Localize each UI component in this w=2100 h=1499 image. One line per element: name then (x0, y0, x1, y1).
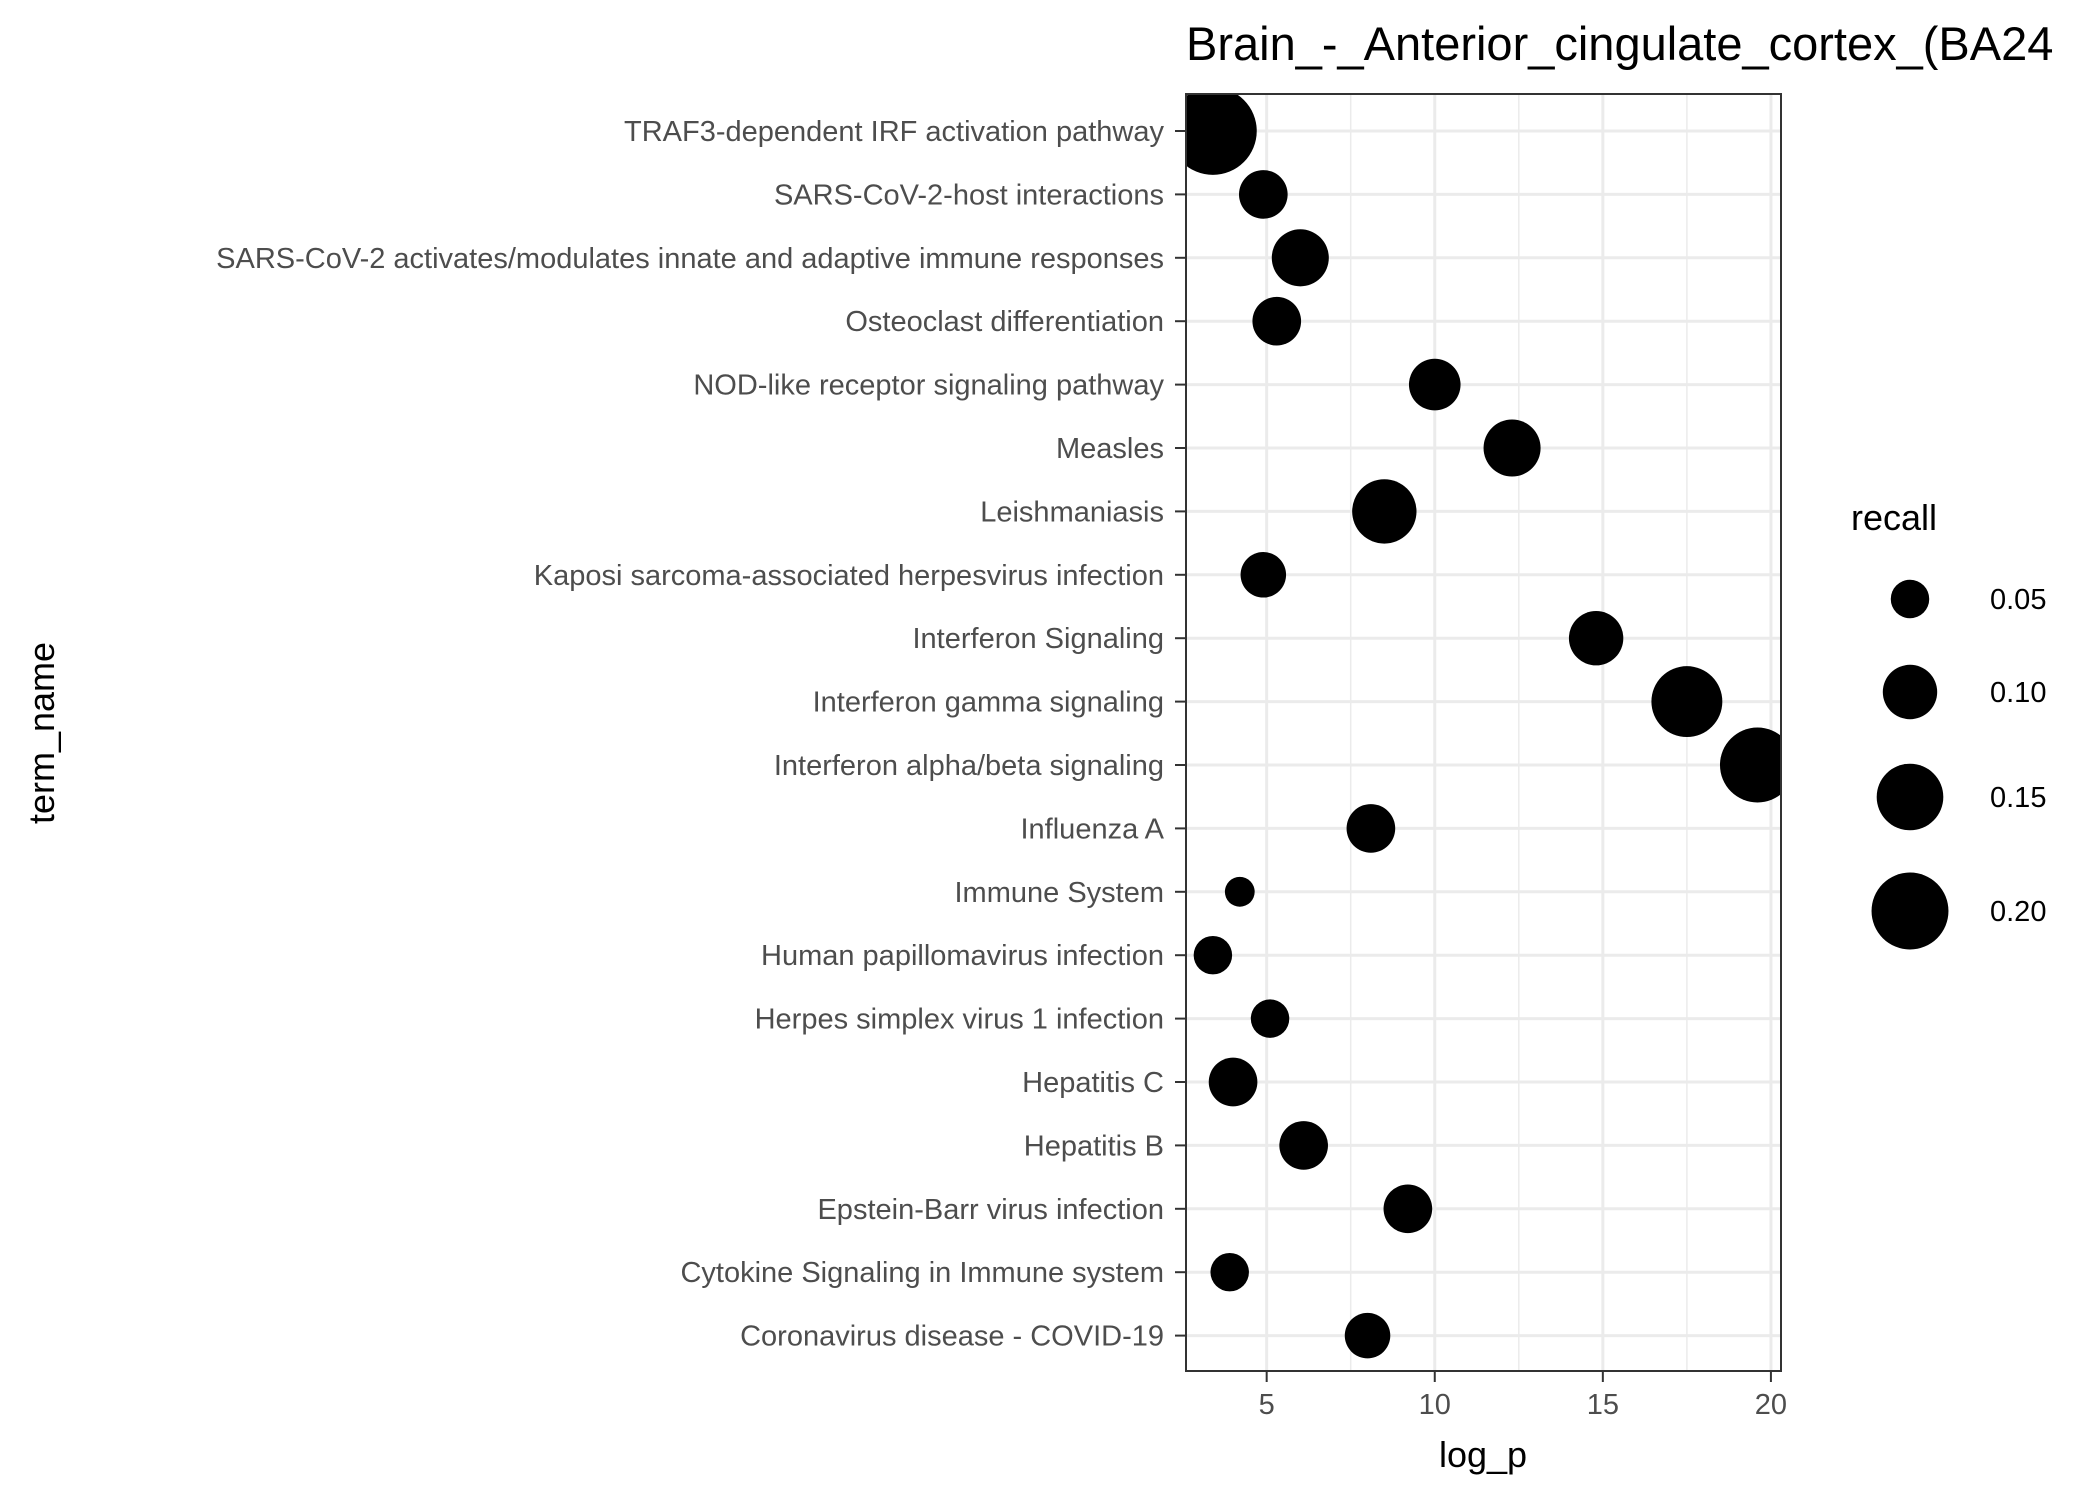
y-tick-label: Human papillomavirus infection (761, 940, 1164, 972)
y-tick-label: SARS-CoV-2 activates/modulates innate an… (216, 243, 1164, 275)
y-tick-label: Interferon gamma signaling (813, 687, 1164, 719)
data-point (1651, 666, 1723, 738)
y-tick-label: Epstein-Barr virus infection (817, 1194, 1164, 1226)
x-axis-title: log_p (1439, 1434, 1527, 1475)
y-tick-label: SARS-CoV-2-host interactions (774, 179, 1164, 211)
x-tick-label: 5 (1259, 1389, 1275, 1421)
y-tick-label: Interferon alpha/beta signaling (774, 750, 1164, 782)
data-point (1352, 479, 1417, 544)
legend-key (1871, 872, 1949, 950)
legend-items: 0.05 0.10 0.15 0.20 (1871, 579, 2046, 950)
axes: TRAF3-dependent IRF activation pathway SA… (216, 116, 1787, 1421)
data-point (1238, 170, 1288, 219)
y-tick-label: Leishmaniasis (980, 496, 1164, 528)
panel-border (1185, 93, 1782, 1372)
chart-title: Brain_-_Anterior_cingulate_cortex_(BA24 (1186, 17, 2053, 70)
data-point (1483, 419, 1541, 477)
data-point (1346, 804, 1396, 853)
data-point (1408, 358, 1461, 411)
data-point (1252, 296, 1302, 346)
x-tick-label: 15 (1587, 1389, 1619, 1421)
y-tick-label: Kaposi sarcoma-associated herpesvirus in… (534, 560, 1164, 592)
legend-key (1890, 579, 1930, 619)
y-tick-label: NOD-like receptor signaling pathway (693, 370, 1164, 402)
y-tick-label: Cytokine Signaling in Immune system (680, 1257, 1164, 1289)
y-tick-label: TRAF3-dependent IRF activation pathway (624, 116, 1164, 148)
y-tick-label: Coronavirus disease - COVID-19 (740, 1321, 1164, 1353)
data-point (1208, 1057, 1258, 1107)
legend-label: 0.20 (1990, 896, 2046, 928)
data-point (1240, 552, 1287, 598)
legend-key (1876, 763, 1944, 831)
legend: recall 0.05 0.10 0.15 0.20 (1851, 497, 2046, 950)
legend-key (1882, 664, 1938, 720)
legend-label: 0.05 (1990, 584, 2046, 616)
data-point (1271, 229, 1329, 287)
x-tick-label: 10 (1419, 1389, 1451, 1421)
y-tick-label: Osteoclast differentiation (845, 306, 1164, 338)
data-point (1344, 1312, 1391, 1359)
legend-title: recall (1851, 497, 1937, 538)
y-tick-label: Herpes simplex virus 1 infection (755, 1004, 1164, 1036)
legend-label: 0.15 (1990, 782, 2046, 814)
x-tick-label: 20 (1755, 1389, 1787, 1421)
data-point (1210, 1252, 1249, 1292)
y-tick-label: Immune System (955, 877, 1165, 909)
data-point (1719, 727, 1781, 803)
y-tick-label: Hepatitis C (1022, 1067, 1164, 1099)
data-point (1250, 999, 1290, 1038)
data-point (1224, 876, 1255, 907)
y-tick-label: Measles (1056, 433, 1164, 465)
data-point (1186, 94, 1257, 175)
y-axis-title: term_name (21, 642, 62, 824)
data-point (1193, 935, 1233, 975)
y-tick-label: Hepatitis B (1024, 1130, 1164, 1162)
data-points (1186, 94, 1781, 1359)
legend-label: 0.10 (1990, 677, 2046, 709)
y-tick-label: Interferon Signaling (913, 623, 1165, 655)
y-tick-label: Influenza A (1021, 813, 1165, 845)
data-point (1383, 1184, 1433, 1234)
data-point (1568, 611, 1624, 666)
data-point (1279, 1121, 1328, 1170)
